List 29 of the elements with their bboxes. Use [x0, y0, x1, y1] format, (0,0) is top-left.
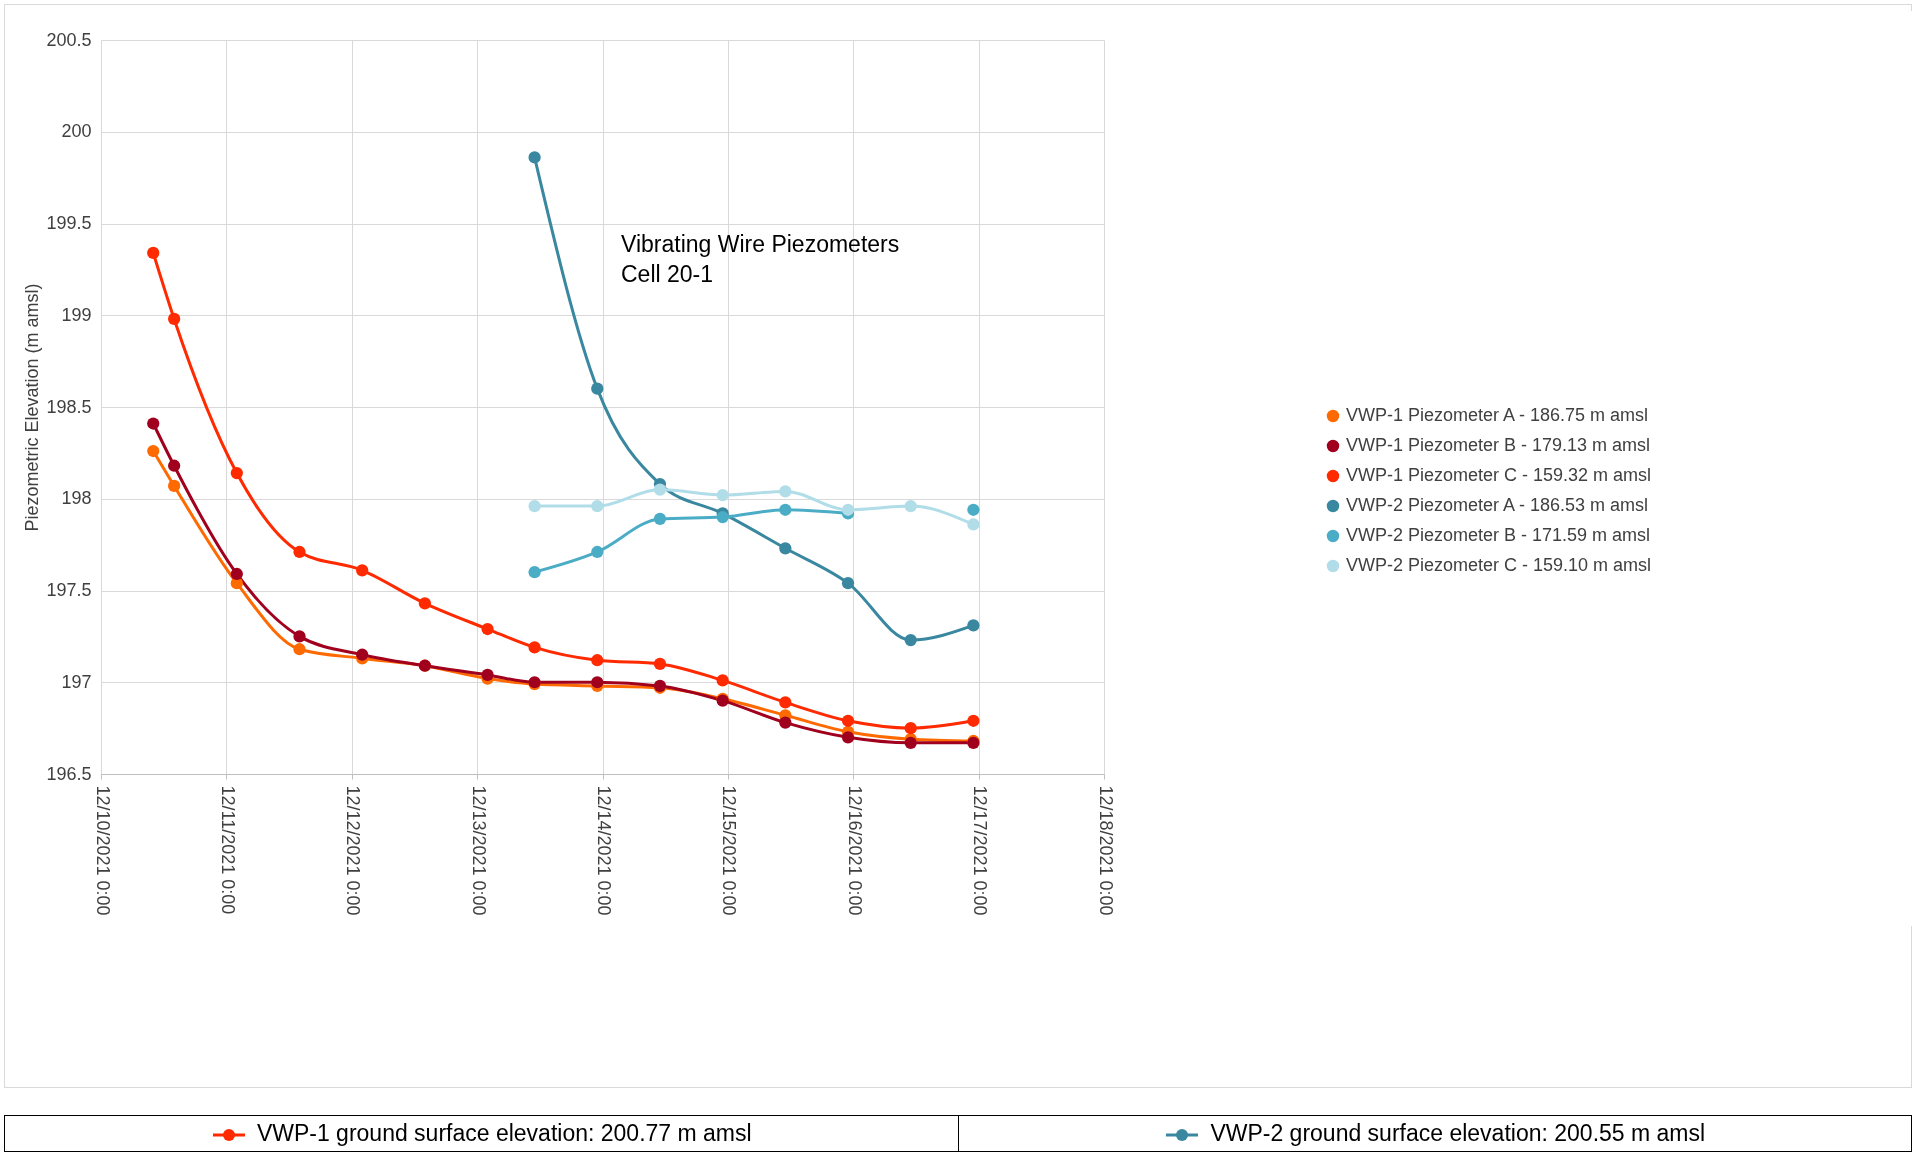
x-tick-label: 12/14/2021 0:00 [594, 785, 614, 916]
x-tick-label: 12/15/2021 0:00 [719, 785, 740, 916]
x-tick-label: 12/17/2021 0:00 [970, 785, 991, 916]
x-tick-label: 12/16/2021 0:00 [844, 785, 865, 916]
legend-label: VWP-2 Piezometer A - 186.53 m amsl [1346, 495, 1649, 515]
x-tick-label: 12/12/2021 0:00 [343, 785, 364, 916]
x-tick-label: 12/10/2021 0:00 [92, 785, 113, 916]
y-tick-label: 197 [61, 671, 92, 692]
y-tick-label: 198 [61, 488, 92, 509]
x-tick-label: 12/11/2021 0:00 [217, 785, 238, 915]
legend-label: VWP-1 Piezometer B - 179.13 m amsl [1346, 435, 1651, 455]
text: Vibrating Wire Piezometers [621, 231, 900, 257]
legend-label: VWP-2 Piezometer C - 159.10 m amsl [1346, 555, 1652, 575]
text: VWP-2 ground surface elevation: 200.55 m amsl [1210, 1120, 1706, 1146]
y-tick-label: 199 [61, 304, 92, 325]
y-tick-label: 199.5 [46, 213, 92, 233]
y-tick-label: 197.5 [46, 580, 92, 600]
y-tick-label: 196.5 [46, 763, 92, 784]
text: VWP-1 ground surface elevation: 200.77 m amsl [256, 1120, 752, 1146]
legend-label: VWP-1 Piezometer A - 186.75 m amsl [1346, 405, 1649, 425]
legend-label: VWP-1 Piezometer C - 159.32 m amsl [1346, 465, 1652, 485]
y-axis-title: Piezometric Elevation (m amsl) [22, 283, 43, 532]
x-tick-label: 12/18/2021 0:00 [1095, 785, 1116, 916]
y-tick-label: 200.5 [46, 29, 92, 50]
y-tick-label: 198.5 [46, 396, 92, 417]
x-tick-label: 12/13/2021 0:00 [468, 785, 489, 916]
legend-label: VWP-2 Piezometer B - 171.59 m amsl [1346, 525, 1651, 545]
y-tick-label: 200 [61, 121, 92, 142]
text: Cell 20-1 [621, 261, 714, 287]
